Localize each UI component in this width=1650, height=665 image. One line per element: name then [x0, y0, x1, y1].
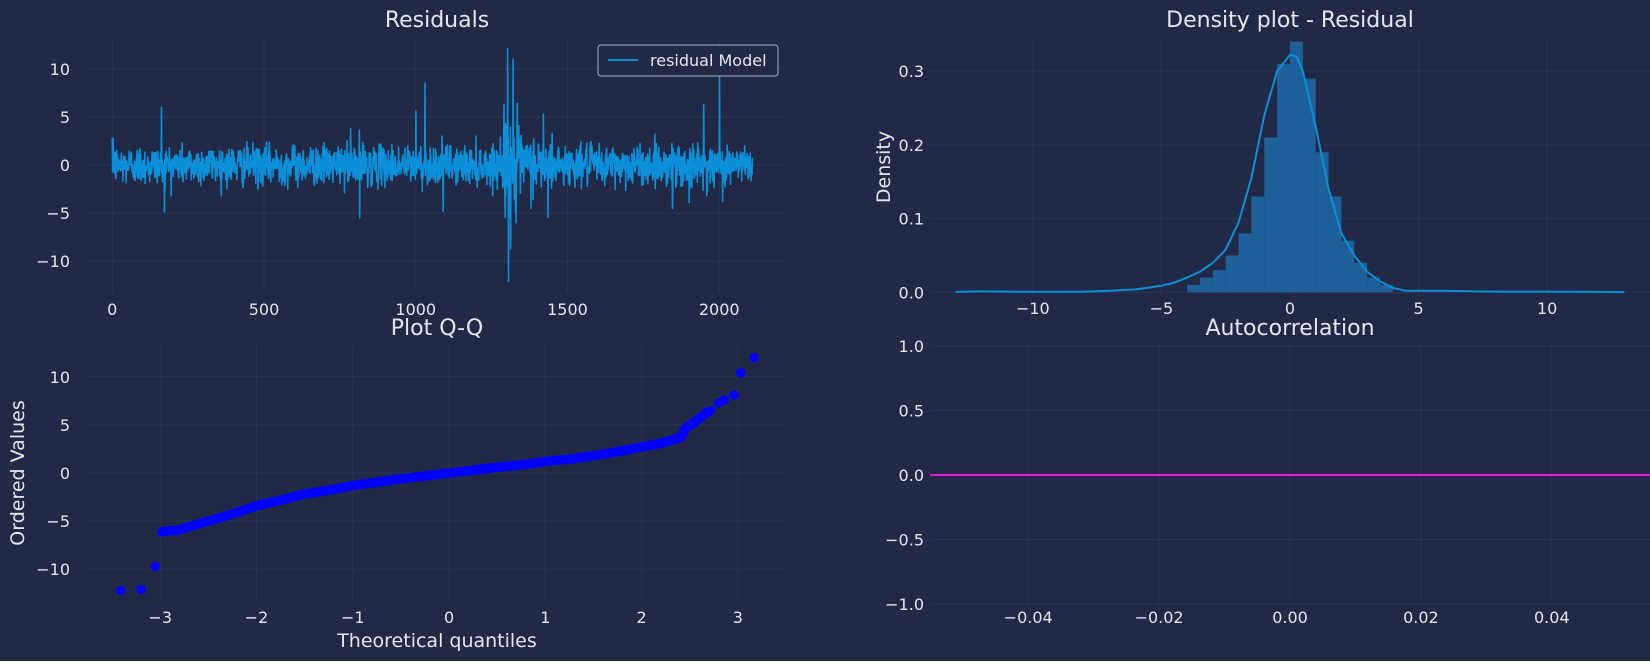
autocorrelation-chart: −0.04 −0.02 0.00 0.02 0.04 1.0 0.5 0.0 −0.5 −1.0 A…: [885, 316, 1650, 627]
y-tick-label: 5: [60, 416, 70, 435]
x-tick-label: −1: [341, 608, 365, 627]
y-tick-label: 0.0: [899, 466, 924, 485]
qq-outlier-point: [136, 584, 146, 595]
legend: residual Model: [597, 44, 779, 77]
qq-outlier-point: [150, 561, 161, 572]
x-tick-label: 0: [1285, 299, 1295, 318]
legend-label: residual Model: [650, 51, 767, 70]
x-tick-label: −10: [1016, 299, 1050, 318]
x-tick-label: −3: [148, 608, 172, 627]
histogram-bar: [1277, 63, 1290, 293]
y-tick-label: −5: [46, 204, 70, 223]
x-tick-label: 1000: [395, 300, 436, 319]
y-tick-label: 0: [60, 464, 70, 483]
x-tick-label: −5: [1150, 299, 1174, 318]
histogram-bar: [1380, 284, 1393, 293]
chart-title: Autocorrelation: [1205, 316, 1374, 341]
x-tick-label: 0: [444, 608, 454, 627]
x-tick-label: 0.00: [1272, 608, 1308, 627]
x-tick-label: 0: [107, 300, 117, 319]
histogram-bar: [1354, 262, 1368, 293]
y-tick-label: 0.3: [899, 62, 924, 81]
histogram-bar: [1238, 233, 1252, 293]
histogram-bar: [1212, 270, 1226, 293]
histogram-bar: [1200, 277, 1213, 293]
x-tick-label: 2000: [699, 300, 740, 319]
x-tick-label: 2: [636, 608, 646, 627]
histogram-bar: [1290, 41, 1303, 293]
x-tick-label: 500: [249, 300, 280, 319]
residuals-chart: 0 500 1000 1500 2000 10 5 0 −5 −10 Residuals residu…: [36, 8, 786, 319]
kde-curve: [955, 53, 1625, 294]
y-axis-label: Density: [873, 131, 895, 203]
y-tick-label: 1.0: [899, 337, 924, 356]
x-tick-label: 5: [1413, 299, 1423, 318]
y-tick-label: 0: [60, 156, 70, 175]
y-tick-label: −1.0: [885, 595, 924, 614]
y-tick-label: 10: [50, 60, 70, 79]
y-tick-label: 0.2: [899, 136, 924, 155]
residual-series-line: [111, 47, 754, 283]
histogram-bar: [1302, 78, 1316, 293]
y-tick-label: −10: [36, 560, 70, 579]
histogram-bar: [1187, 284, 1200, 293]
qq-point: [705, 405, 716, 416]
y-tick-label: 0.1: [899, 210, 924, 229]
x-tick-label: −0.02: [1135, 608, 1184, 627]
x-axis-label: Theoretical quantiles: [336, 630, 537, 652]
qq-outlier-point: [736, 368, 746, 378]
x-tick-label: 0.02: [1403, 608, 1439, 627]
y-tick-label: 10: [50, 368, 70, 387]
x-tick-label: −0.04: [1004, 608, 1053, 627]
qq-points: [115, 352, 759, 596]
x-tick-label: 0.04: [1534, 608, 1570, 627]
histogram-bar: [1225, 255, 1239, 293]
x-tick-label: 1: [540, 608, 550, 627]
y-tick-label: −5: [46, 512, 70, 531]
histogram-bar: [1315, 152, 1329, 293]
legend-box: [597, 44, 779, 77]
qq-outlier-point: [115, 585, 126, 596]
y-tick-label: 0.5: [899, 402, 924, 421]
histogram-bar: [1367, 277, 1380, 293]
density-chart: −10 −5 0 5 10 0.3 0.2 0.1 0.0 Density plot - Resi…: [873, 8, 1650, 318]
x-tick-label: 1500: [547, 300, 588, 319]
y-tick-label: −0.5: [885, 531, 924, 550]
x-tick-label: −2: [245, 608, 269, 627]
histogram-bar: [1341, 240, 1355, 293]
qq-outlier-point: [719, 395, 730, 405]
y-tick-label: 0.0: [899, 283, 924, 302]
qq-outlier-point: [729, 390, 739, 400]
x-tick-label: 3: [733, 608, 743, 627]
y-tick-label: −10: [36, 252, 70, 271]
histogram-bar: [1264, 137, 1278, 293]
x-tick-label: 10: [1537, 299, 1557, 318]
y-axis-label: Ordered Values: [7, 400, 29, 545]
y-tick-label: 5: [60, 108, 70, 127]
chart-title: Plot Q-Q: [391, 316, 483, 341]
qq-outlier-point: [749, 352, 759, 363]
chart-title: Residuals: [385, 8, 489, 33]
histogram-bar: [1251, 196, 1265, 293]
chart-title: Density plot - Residual: [1166, 8, 1414, 33]
